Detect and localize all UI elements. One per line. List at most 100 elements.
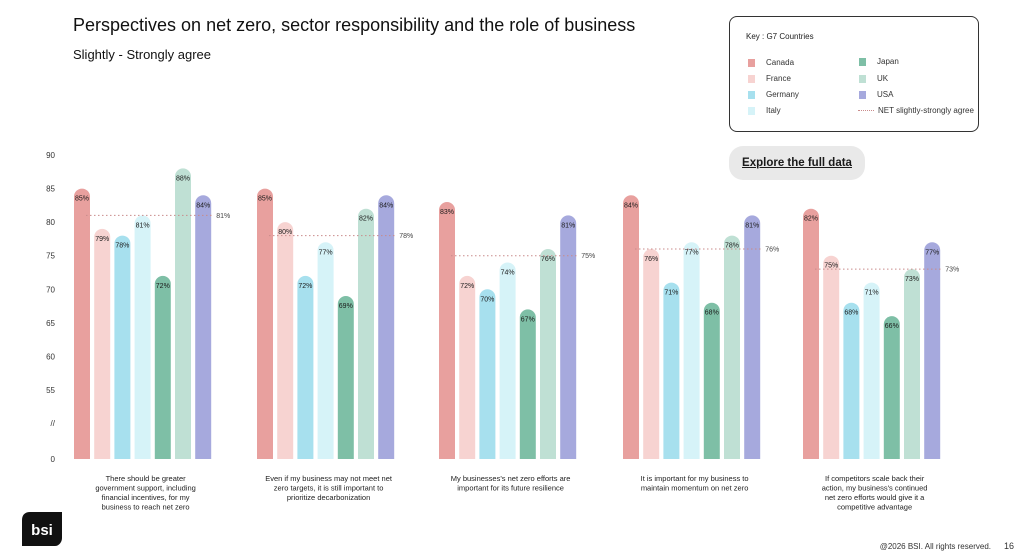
bar-italy bbox=[499, 262, 516, 459]
bar-canada bbox=[74, 188, 90, 460]
bsi-logo-text: bsi bbox=[31, 522, 53, 539]
category-label: It is important for my business to mainta… bbox=[641, 474, 749, 493]
bar-value-label: 73% bbox=[905, 276, 919, 283]
bar-value-label: 71% bbox=[865, 290, 879, 297]
legend-label-germany: Germany bbox=[766, 90, 799, 99]
legend-swatch-italy bbox=[748, 106, 755, 115]
net-value-label: 73% bbox=[945, 267, 959, 274]
category-label: If competitors scale back their action, m… bbox=[822, 474, 928, 512]
bar-uk bbox=[175, 168, 191, 459]
bar-value-label: 84% bbox=[379, 202, 393, 209]
y-tick-label: 85 bbox=[46, 185, 55, 194]
bar-value-label: 82% bbox=[804, 216, 818, 223]
bar-value-label: 77% bbox=[319, 249, 333, 256]
bar-value-label: 76% bbox=[541, 256, 555, 263]
bar-france bbox=[94, 228, 111, 459]
legend-item-net: NET slightly-strongly agree bbox=[858, 106, 974, 115]
legend-swatch-germany bbox=[748, 90, 755, 99]
bar-japan bbox=[154, 275, 171, 459]
legend-item-france: France bbox=[748, 74, 791, 83]
y-tick-label: 0 bbox=[51, 455, 56, 464]
legend-label-canada: Canada bbox=[766, 58, 795, 67]
category-label: My businesses's net zero efforts are impo… bbox=[451, 474, 571, 493]
bar-value-label: 82% bbox=[359, 216, 373, 223]
bar-value-label: 79% bbox=[95, 236, 109, 243]
legend-item-uk: UK bbox=[859, 74, 888, 83]
bar-value-label: 66% bbox=[885, 323, 899, 330]
legend-item-germany: Germany bbox=[748, 90, 799, 99]
bar-germany bbox=[479, 289, 496, 459]
page-title: Perspectives on net zero, sector respons… bbox=[73, 15, 636, 35]
net-value-label: 76% bbox=[765, 247, 779, 254]
y-tick-label: 70 bbox=[46, 285, 55, 294]
bar-japan bbox=[703, 302, 720, 459]
bar-value-label: 72% bbox=[298, 283, 312, 290]
legend-swatch-japan bbox=[859, 57, 866, 66]
bar-value-label: 80% bbox=[278, 229, 292, 236]
bar-value-label: 81% bbox=[745, 222, 759, 229]
bar-japan bbox=[519, 309, 536, 459]
legend-label-usa: USA bbox=[877, 90, 894, 99]
bar-france bbox=[459, 275, 476, 459]
bar-canada bbox=[803, 208, 819, 459]
bar-japan bbox=[337, 296, 354, 459]
legend-label-japan: Japan bbox=[877, 57, 899, 66]
legend-label-france: France bbox=[766, 74, 791, 83]
bar-usa bbox=[744, 215, 761, 459]
legend-label-italy: Italy bbox=[766, 106, 781, 115]
bar-france bbox=[643, 249, 660, 459]
legend-title: Key : G7 Countries bbox=[746, 32, 814, 41]
bar-value-label: 84% bbox=[624, 202, 638, 209]
y-tick-label: 75 bbox=[46, 252, 55, 261]
net-value-label: 75% bbox=[581, 253, 595, 260]
bar-chart: 0 // 55 60 65 70 75 80 85 90 85% 85% 83% 84% 82% 79% 80%… bbox=[46, 151, 959, 512]
category-label: There should be greater government suppor… bbox=[95, 474, 195, 512]
bar-germany bbox=[297, 275, 314, 459]
legend-swatch-france bbox=[748, 74, 755, 83]
bar-canada bbox=[439, 202, 455, 459]
bar-value-label: 75% bbox=[824, 263, 838, 270]
bar-value-label: 78% bbox=[725, 243, 739, 250]
bar-germany bbox=[663, 282, 680, 459]
legend-box: Key : G7 Countries Canada France Germany… bbox=[729, 16, 979, 132]
bar-japan bbox=[883, 316, 900, 459]
bar-france bbox=[823, 255, 840, 459]
bar-value-label: 68% bbox=[844, 310, 858, 317]
bar-uk bbox=[358, 208, 374, 459]
bar-value-label: 72% bbox=[460, 283, 474, 290]
bar-value-label: 83% bbox=[440, 209, 454, 216]
bar-germany bbox=[114, 235, 131, 459]
bar-value-label: 85% bbox=[75, 196, 89, 203]
bar-italy bbox=[134, 215, 151, 459]
legend-net-line bbox=[858, 110, 874, 111]
bar-usa bbox=[560, 215, 577, 459]
bar-value-label: 77% bbox=[685, 249, 699, 256]
bar-uk bbox=[904, 269, 920, 459]
legend-item-italy: Italy bbox=[748, 106, 781, 115]
legend-swatch-uk bbox=[859, 74, 866, 83]
bar-value-label: 81% bbox=[136, 222, 150, 229]
legend-swatch-canada bbox=[748, 58, 755, 67]
bar-italy bbox=[683, 242, 700, 459]
bar-canada bbox=[257, 188, 273, 460]
bar-france bbox=[277, 222, 294, 459]
bar-value-label: 70% bbox=[480, 296, 494, 303]
y-tick-label: 55 bbox=[46, 386, 55, 395]
net-value-label: 81% bbox=[216, 213, 230, 220]
bar-value-label: 69% bbox=[339, 303, 353, 310]
bar-value-label: 68% bbox=[705, 310, 719, 317]
category-label: Even if my business may not meet net zero… bbox=[265, 474, 393, 502]
bar-italy bbox=[317, 242, 334, 459]
bar-usa bbox=[378, 195, 395, 460]
bar-uk bbox=[540, 249, 556, 459]
bar-value-label: 78% bbox=[115, 243, 129, 250]
explore-full-data-button[interactable]: Explore the full data bbox=[729, 146, 865, 180]
legend-label-uk: UK bbox=[877, 74, 889, 83]
y-tick-label: 65 bbox=[46, 319, 55, 328]
bar-germany bbox=[843, 302, 860, 459]
bar-value-label: 85% bbox=[258, 196, 272, 203]
legend-label-net: NET slightly-strongly agree bbox=[878, 106, 974, 115]
page-subtitle: Slightly - Strongly agree bbox=[73, 47, 212, 62]
legend-item-usa: USA bbox=[859, 90, 893, 99]
bar-usa bbox=[195, 195, 212, 460]
